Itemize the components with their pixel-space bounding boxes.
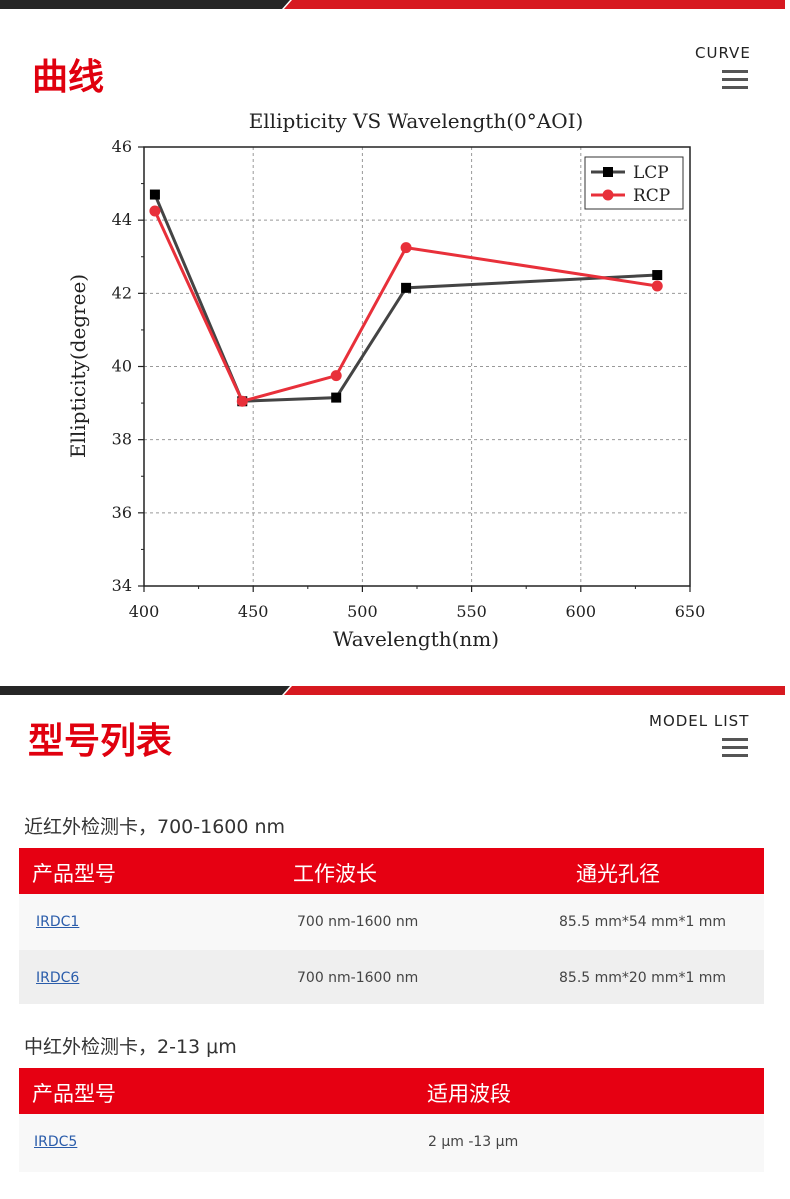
x-tick-label: 600 (566, 602, 597, 621)
x-tick-label: 400 (129, 602, 160, 621)
mir-group-label: 中红外检测卡，2-13 μm (24, 1036, 237, 1058)
aperture-cell: 85.5 mm*20 mm*1 mm (559, 970, 727, 986)
series-line-rcp (153, 210, 658, 404)
y-tick-label: 44 (112, 210, 132, 229)
mir-model-table: 产品型号 适用波段 IRDC5 2 μm -13 μm (19, 1068, 764, 1172)
wavelength-cell: 700 nm-1600 nm (297, 914, 419, 930)
legend-label: LCP (633, 163, 669, 183)
nir-group-label: 近红外检测卡，700-1600 nm (24, 816, 286, 838)
hamburger-menu-icon[interactable] (722, 70, 748, 90)
model-link-irdc6[interactable]: IRDC6 (36, 970, 80, 986)
data-point-rcp (330, 370, 342, 382)
y-tick-label: 38 (112, 430, 132, 449)
header-model: 产品型号 (32, 1082, 116, 1106)
data-point-lcp (401, 282, 412, 293)
y-tick-label: 40 (112, 357, 132, 376)
header-band: 适用波段 (427, 1082, 511, 1106)
chart-title: Ellipticity VS Wavelength(0°AOI) (249, 109, 584, 133)
header-aperture: 通光孔径 (576, 862, 660, 886)
hamburger-menu-icon[interactable] (722, 738, 748, 758)
wavelength-cell: 700 nm-1600 nm (297, 970, 419, 986)
data-point-rcp (149, 205, 161, 217)
model-link-irdc1[interactable]: IRDC1 (36, 914, 80, 930)
x-tick-label: 550 (456, 602, 487, 621)
table-header: 产品型号 工作波长 通光孔径 (19, 848, 764, 894)
model-section-title: 型号列表 (28, 721, 173, 762)
legend-label: RCP (633, 186, 670, 206)
data-point-lcp (331, 392, 342, 403)
curve-section-title: 曲线 (32, 57, 105, 98)
x-tick-label: 500 (347, 602, 378, 621)
x-axis-label: Wavelength(nm) (333, 627, 499, 651)
legend-box (584, 156, 684, 210)
legend-marker (603, 167, 613, 177)
table-row: IRDC5 2 μm -13 μm (19, 1114, 764, 1172)
y-tick-label: 46 (112, 137, 132, 156)
data-point-rcp (400, 242, 412, 254)
x-tick-label: 650 (675, 602, 706, 621)
table-row: IRDC6 700 nm-1600 nm 85.5 mm*20 mm*1 mm (19, 950, 764, 1004)
y-tick-label: 42 (112, 283, 132, 302)
section-divider-bar (0, 0, 785, 9)
x-tick-label: 450 (238, 602, 269, 621)
y-axis-label: Ellipticity(degree) (66, 274, 90, 458)
nir-model-table: 产品型号 工作波长 通光孔径 IRDC1 700 nm-1600 nm 85.5… (19, 848, 764, 1004)
data-point-lcp (149, 189, 160, 200)
legend-marker (602, 189, 614, 201)
y-tick-label: 36 (112, 503, 132, 522)
data-point-lcp (652, 270, 663, 281)
model-link-irdc5[interactable]: IRDC5 (34, 1134, 78, 1150)
data-point-rcp (651, 280, 663, 292)
aperture-cell: 85.5 mm*54 mm*1 mm (559, 914, 727, 930)
curve-section-subtitle: CURVE (695, 44, 751, 62)
table-header: 产品型号 适用波段 (19, 1068, 764, 1114)
section-divider-bar (0, 686, 785, 695)
header-model: 产品型号 (32, 862, 116, 886)
table-row: IRDC1 700 nm-1600 nm 85.5 mm*54 mm*1 mm (19, 894, 764, 950)
band-cell: 2 μm -13 μm (428, 1134, 519, 1150)
model-section-subtitle: MODEL LIST (649, 712, 750, 730)
data-point-rcp (236, 395, 248, 407)
series-line-lcp (153, 193, 658, 403)
y-tick-label: 34 (112, 576, 132, 595)
header-wavelength: 工作波长 (293, 862, 377, 886)
